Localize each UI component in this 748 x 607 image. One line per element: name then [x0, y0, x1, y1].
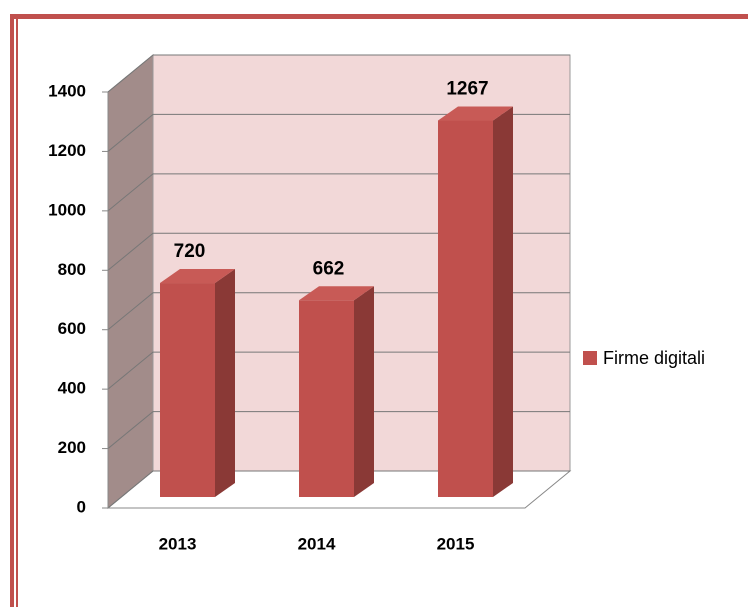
grid-line — [107, 292, 570, 331]
y-tick-label: 800 — [58, 260, 86, 279]
grid-line — [107, 113, 570, 152]
x-tick-label: 2014 — [298, 534, 336, 553]
bar-side — [493, 106, 513, 498]
legend-label: Firme digitali — [603, 348, 705, 368]
data-label: 1267 — [446, 79, 488, 100]
y-tick-label: 1200 — [48, 141, 86, 160]
grid-line — [107, 411, 570, 449]
bar — [160, 283, 215, 497]
x-tick-label: 2013 — [159, 534, 197, 553]
y-tick-label: 1400 — [48, 81, 86, 100]
bar-top — [160, 269, 235, 284]
data-label: 720 — [174, 241, 206, 262]
bar-top — [299, 286, 374, 301]
bar-side — [215, 269, 235, 497]
left-wall — [107, 53, 154, 510]
grid-line — [107, 173, 570, 212]
frame-left-inner — [16, 19, 18, 607]
frame-left — [10, 14, 14, 607]
y-tick-label: 600 — [58, 319, 86, 338]
grid-line — [107, 232, 570, 271]
x-tick-label: 2015 — [437, 534, 475, 553]
y-tick-label: 200 — [58, 438, 86, 457]
frame-top — [10, 14, 748, 19]
legend-swatch — [583, 351, 597, 365]
y-tick-label: 400 — [58, 379, 86, 398]
bar — [438, 120, 493, 498]
grid-line — [107, 54, 570, 93]
bar-side — [354, 286, 374, 497]
grid-line — [107, 470, 570, 509]
grid-line — [107, 351, 570, 390]
bar-top — [438, 106, 513, 121]
data-label: 662 — [313, 258, 345, 279]
y-tick-label: 1000 — [48, 200, 86, 219]
y-tick-label: 0 — [77, 497, 86, 516]
plot-area: 0 200 400 600 800 1000 1200 1400 2013 720 2014 662 2… — [48, 53, 572, 553]
bar — [299, 300, 354, 497]
